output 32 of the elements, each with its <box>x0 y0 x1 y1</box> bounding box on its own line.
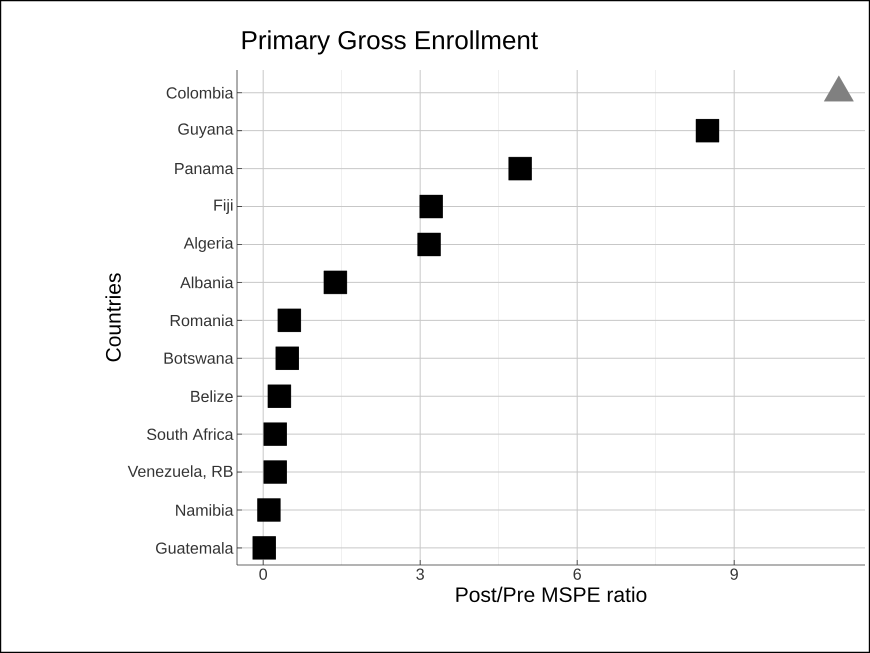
chart-title: Primary Gross Enrollment <box>242 30 538 54</box>
point <box>417 232 441 256</box>
y-tick-label: Namibia <box>176 504 234 516</box>
y-tick-label: Romania <box>170 314 234 326</box>
point <box>264 460 287 484</box>
x-axis-title: Post/Pre MSPE ratio <box>456 586 646 602</box>
x-tick-label: 3 <box>416 568 424 580</box>
point <box>257 498 281 522</box>
point <box>252 536 276 560</box>
y-tick-label: Colombia <box>166 86 234 99</box>
point <box>696 118 720 142</box>
y-tick-label: Guyana <box>178 123 234 138</box>
x-tick-label: 6 <box>574 568 581 580</box>
y-tick-label: Algeria <box>184 237 234 252</box>
point <box>324 270 348 294</box>
point <box>264 422 287 446</box>
y-axis-title: Countries <box>105 273 121 362</box>
point <box>278 308 302 332</box>
y-tick-label: Venezuela, RB <box>128 465 233 479</box>
y-tick-label: Belize <box>191 390 233 402</box>
y-tick-label: Botswana <box>164 352 234 364</box>
x-tick-label: 0 <box>259 568 268 580</box>
point <box>268 384 292 408</box>
y-tick-label: Guatemala <box>156 542 234 554</box>
point <box>508 156 532 180</box>
y-tick-label: South Africa <box>147 428 234 440</box>
y-tick-label: Albania <box>180 276 234 288</box>
x-tick-label: 9 <box>730 568 738 580</box>
y-tick-label: Fiji <box>214 199 232 214</box>
y-tick-label: Panama <box>175 163 234 174</box>
point <box>419 194 443 218</box>
point <box>276 346 299 370</box>
